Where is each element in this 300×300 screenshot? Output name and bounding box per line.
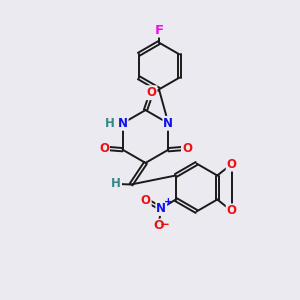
- Text: −: −: [160, 218, 170, 231]
- Text: H: H: [111, 177, 121, 190]
- Text: +: +: [164, 197, 172, 207]
- Text: O: O: [227, 158, 237, 171]
- Text: O: O: [153, 219, 164, 232]
- Text: O: O: [146, 86, 157, 99]
- Text: H: H: [105, 117, 115, 130]
- Text: N: N: [164, 117, 173, 130]
- Text: N: N: [156, 202, 166, 215]
- Text: O: O: [141, 194, 151, 207]
- Text: F: F: [154, 23, 164, 37]
- Text: N: N: [118, 117, 128, 130]
- Text: O: O: [227, 204, 237, 218]
- Text: O: O: [182, 142, 192, 155]
- Text: O: O: [99, 142, 109, 155]
